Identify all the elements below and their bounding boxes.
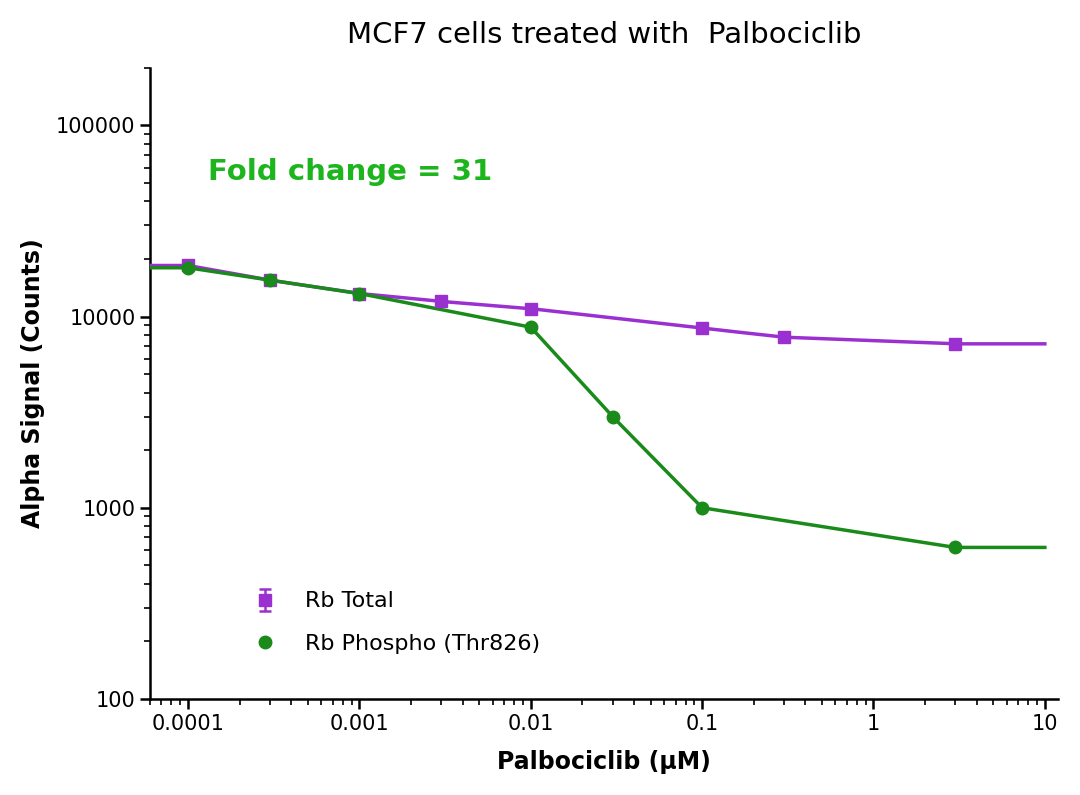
Y-axis label: Alpha Signal (Counts): Alpha Signal (Counts) [21, 238, 45, 528]
X-axis label: Palbociclib (μM): Palbociclib (μM) [497, 750, 711, 774]
Title: MCF7 cells treated with  Palbociclib: MCF7 cells treated with Palbociclib [347, 21, 862, 48]
Legend: Rb Total, Rb Phospho (Thr826): Rb Total, Rb Phospho (Thr826) [233, 583, 549, 662]
Text: Fold change = 31: Fold change = 31 [207, 157, 491, 186]
